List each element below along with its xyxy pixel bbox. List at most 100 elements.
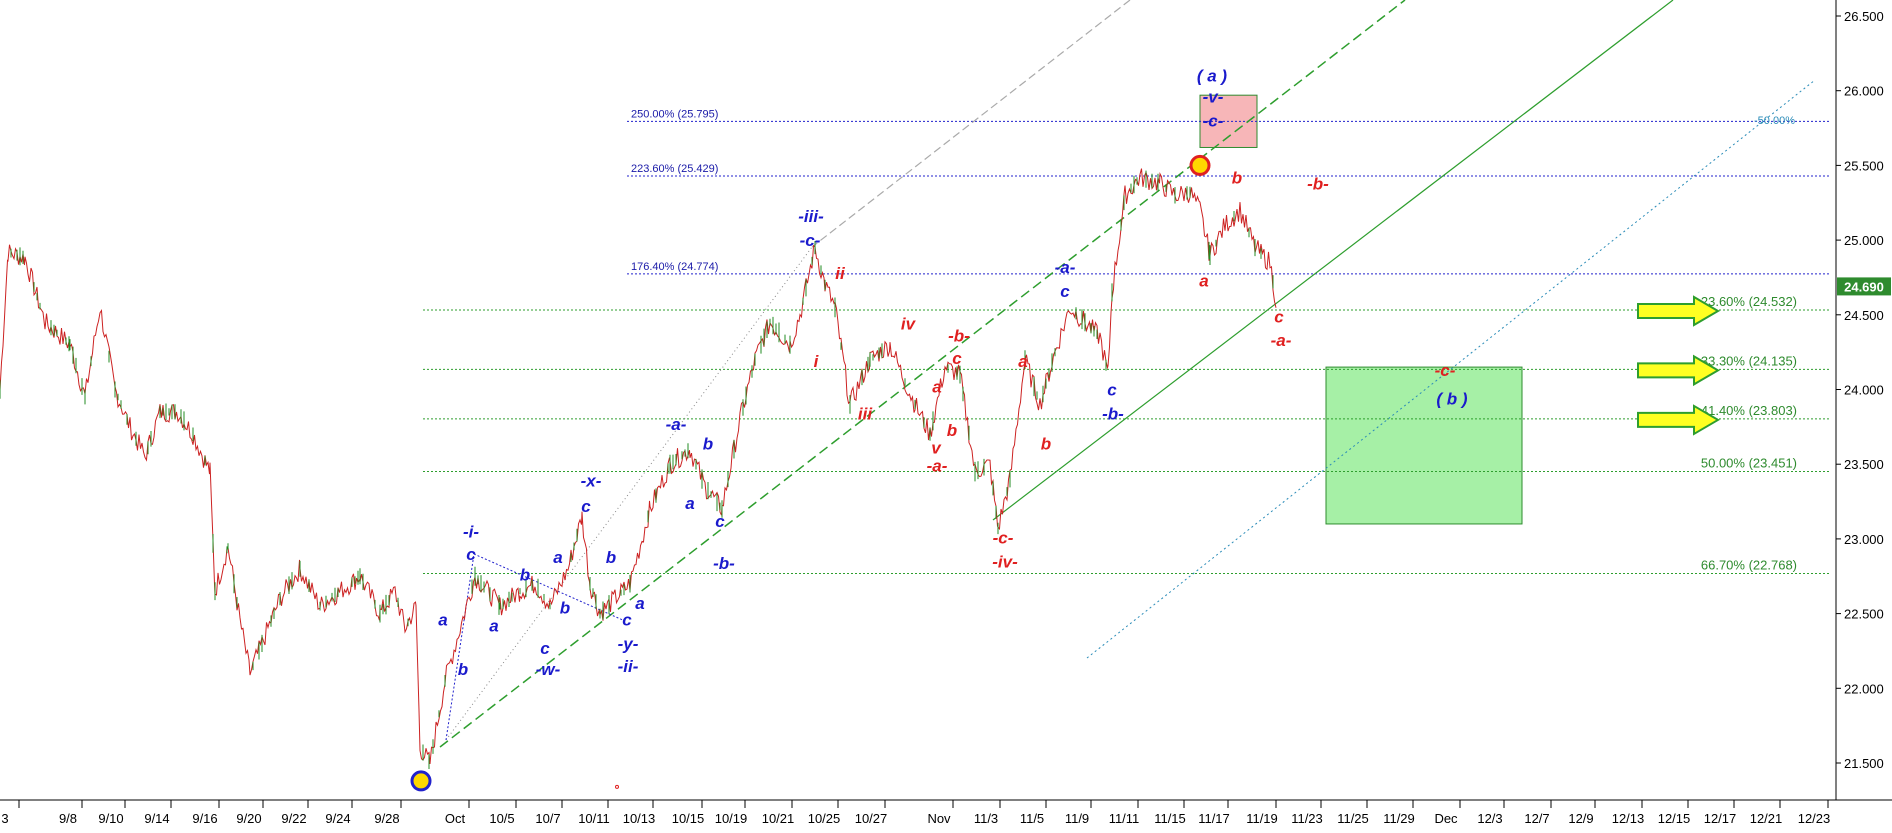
x-tick-label: 9/8: [59, 811, 77, 826]
wave-label-blue: -i-: [463, 522, 479, 541]
x-tick-label: 11/23: [1291, 811, 1323, 826]
wave-label-red: v: [931, 439, 942, 458]
x-tick-label: Nov: [927, 811, 951, 826]
price-series-green: [0, 170, 1274, 769]
x-tick-label: 12/23: [1798, 811, 1831, 826]
fib-retracement-label: 33.30% (24.135): [1701, 353, 1797, 368]
x-tick-label: 12/15: [1658, 811, 1691, 826]
green-target-box: [1325, 366, 1523, 525]
x-tick-label: 9/20: [236, 811, 261, 826]
wave-label-red: c: [1274, 307, 1284, 326]
x-tick-label: 10/21: [762, 811, 795, 826]
wave-label-red: -c-: [1435, 361, 1456, 380]
wave-label-blue: a: [438, 611, 447, 630]
target-arrow: [1637, 404, 1720, 436]
last-price-badge: [1837, 277, 1891, 296]
x-tick-label: 11/9: [1065, 811, 1089, 826]
wave-label-blue: c: [622, 611, 632, 630]
x-tick-label: 12/7: [1524, 811, 1549, 826]
wave-label-red: a: [1018, 352, 1027, 371]
wave-label-red: c: [952, 349, 962, 368]
wave-label-blue: b: [606, 548, 616, 567]
fib-extension-label: 176.40% (24.774): [631, 261, 718, 273]
wave-label-blue: b: [458, 660, 468, 679]
y-tick-label: 26.500: [1844, 9, 1884, 24]
y-tick-label: 23.000: [1844, 532, 1884, 547]
wave-label-blue: -b-: [713, 554, 735, 573]
wave-label-blue: -c-: [800, 231, 821, 250]
y-tick-label: 22.000: [1844, 681, 1884, 696]
wave-label-red: -c-: [993, 528, 1014, 547]
small-dot: [615, 784, 619, 789]
wave-label-red: -iv-: [992, 552, 1018, 571]
wave-label-blue: -a-: [666, 415, 687, 434]
x-tick-label: 10/11: [578, 811, 610, 826]
x-tick-label: 12/17: [1704, 811, 1737, 826]
x-tick-label: 11/29: [1383, 811, 1415, 826]
wave-connector-line: [445, 553, 626, 741]
wave-label-red: b: [1041, 434, 1051, 453]
wave-label-blue: c: [1107, 380, 1117, 399]
x-tick-label: 10/13: [623, 811, 656, 826]
price-series-red: [0, 168, 1277, 765]
wave-label-red: -a-: [1271, 331, 1292, 350]
wave-label-blue: -c-: [1203, 112, 1224, 131]
wave-label-red: iii: [858, 404, 873, 423]
x-tick-label: Dec: [1434, 811, 1458, 826]
y-tick-label: 21.500: [1844, 756, 1884, 771]
wave-label-blue: a: [635, 594, 644, 613]
y-tick-label: 23.500: [1844, 457, 1884, 472]
x-tick-label: 9/28: [374, 811, 399, 826]
x-tick-label: 11/15: [1154, 811, 1186, 826]
wave-label-blue: b: [703, 434, 713, 453]
wave-label-red: -b-: [948, 327, 970, 346]
x-tick-label: 11/3: [974, 811, 998, 826]
wave-label-red: i: [814, 352, 820, 371]
wave-label-blue: -x-: [581, 472, 602, 491]
fib-retracement-label: 50.00% (23.451): [1701, 456, 1797, 471]
x-tick-label: 10/7: [535, 811, 560, 826]
x-tick-label: 9/14: [144, 811, 169, 826]
x-tick-label: 9/16: [192, 811, 217, 826]
wave-label-blue: -a-: [1055, 258, 1076, 277]
y-tick-label: 24.500: [1844, 308, 1884, 323]
x-tick-label: 10/5: [489, 811, 514, 826]
wave-label-red: a: [932, 377, 941, 396]
fib-extension-label: 223.60% (25.429): [631, 163, 718, 175]
wave-label-blue: a: [553, 548, 562, 567]
x-tick-label: 10/27: [855, 811, 888, 826]
wave-label-red: ii: [835, 264, 846, 283]
wave-label-blue: a: [685, 494, 694, 513]
wave-label-red: b: [947, 421, 957, 440]
x-tick-label: 12/3: [1477, 811, 1502, 826]
low-marker-circle: [410, 770, 432, 792]
x-tick-label: 11/11: [1109, 811, 1140, 826]
target-arrow: [1637, 354, 1720, 387]
green-dashed-trendline: [439, 0, 1406, 748]
wave-label-blue: b: [560, 599, 570, 618]
wave-label-blue: c: [540, 639, 550, 658]
wave-label-blue: ( b ): [1436, 389, 1467, 408]
green-solid-trendline: [992, 0, 1674, 521]
wave-label-blue: a: [489, 617, 498, 636]
wave-label-blue: -ii-: [618, 657, 639, 676]
high-marker-circle: [1189, 154, 1211, 176]
x-tick-label: 9/10: [98, 811, 123, 826]
fib-extension-label: 250.00% (25.795): [631, 108, 718, 120]
wave-label-blue: -b-: [1102, 404, 1124, 423]
x-tick-label: 12/9: [1568, 811, 1593, 826]
x-tick-label: 12/21: [1750, 811, 1783, 826]
wave-label-blue: c: [581, 497, 591, 516]
last-price-label: 24.690: [1844, 279, 1884, 294]
wave-label-blue: c: [715, 512, 725, 531]
wave-label-red: b: [1232, 168, 1242, 187]
x-tick-label: 11/17: [1198, 811, 1230, 826]
x-tick-label: 11/25: [1337, 811, 1369, 826]
fib-retracement-label: 66.70% (22.768): [1701, 558, 1797, 573]
x-tick-label: 3: [1, 811, 8, 826]
fib-retracement-label: 41.40% (23.803): [1701, 403, 1797, 418]
wave-label-blue: -w-: [536, 660, 561, 679]
channel-label: -50.00%: [1754, 115, 1795, 127]
